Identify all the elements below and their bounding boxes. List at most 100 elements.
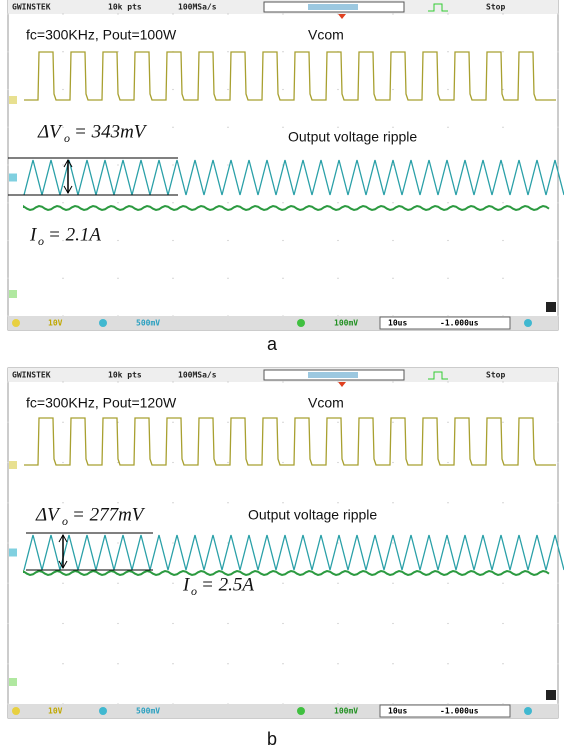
delta-value: = 343mV <box>74 121 148 142</box>
channel-label: Vcom <box>308 27 344 43</box>
grid-dot <box>282 89 283 90</box>
grid-dot <box>447 502 448 503</box>
grid-dot <box>172 663 173 664</box>
grid-dot <box>7 240 8 241</box>
grid-dot <box>7 278 8 279</box>
grid-dot <box>392 663 393 664</box>
grid-dot <box>117 663 118 664</box>
grid-dot <box>172 502 173 503</box>
grid-dot <box>502 13 503 14</box>
grid-dot <box>557 623 558 624</box>
grid-dot <box>172 381 173 382</box>
grid-dot <box>447 240 448 241</box>
grid-dot <box>282 381 283 382</box>
grid-dot <box>337 89 338 90</box>
grid-dot <box>227 381 228 382</box>
grid-dot <box>7 89 8 90</box>
grid-dot <box>447 623 448 624</box>
status: Stop <box>486 371 505 380</box>
ch4-scale: 100mV <box>334 319 358 328</box>
grid-dot <box>447 422 448 423</box>
delta-value: = 277mV <box>72 504 146 525</box>
ch1-scale: 10V <box>48 707 63 716</box>
grid-dot <box>447 663 448 664</box>
grid-dot <box>337 462 338 463</box>
timebase: 10us <box>388 707 407 716</box>
offset: -1.000us <box>440 319 479 328</box>
grid-dot <box>62 51 63 52</box>
grid-dot <box>282 51 283 52</box>
grid-dot <box>117 202 118 203</box>
grid-dot <box>117 542 118 543</box>
grid-dot <box>227 89 228 90</box>
grid-dot <box>502 583 503 584</box>
grid-dot <box>392 202 393 203</box>
grid-dot <box>227 663 228 664</box>
status: Stop <box>486 3 505 12</box>
grid-dot <box>392 583 393 584</box>
ch1-marker <box>9 461 17 469</box>
grid-dot <box>62 89 63 90</box>
grid-dot <box>337 381 338 382</box>
grid-dot <box>62 13 63 14</box>
grid-dot <box>557 422 558 423</box>
grid-dot <box>557 381 558 382</box>
grid-dot <box>7 202 8 203</box>
grid-dot <box>337 663 338 664</box>
grid-dot <box>7 164 8 165</box>
grid-dot <box>392 381 393 382</box>
grid-dot <box>447 462 448 463</box>
grid-dot <box>557 663 558 664</box>
grid-dot <box>447 583 448 584</box>
ch4-marker <box>9 678 17 686</box>
grid-dot <box>502 422 503 423</box>
grid-dot <box>282 240 283 241</box>
grid-dot <box>7 502 8 503</box>
grid-dot <box>502 89 503 90</box>
grid-dot <box>227 164 228 165</box>
grid-dot <box>172 542 173 543</box>
grid-dot <box>117 278 118 279</box>
grid-dot <box>392 13 393 14</box>
grid-dot <box>392 240 393 241</box>
grid-dot <box>62 278 63 279</box>
grid-dot <box>502 51 503 52</box>
grid-dot <box>7 542 8 543</box>
ch2-icon <box>99 319 107 327</box>
grid-dot <box>62 381 63 382</box>
grid-dot <box>172 89 173 90</box>
grid-dot <box>172 13 173 14</box>
grid-dot <box>7 127 8 128</box>
grid-dot <box>227 127 228 128</box>
ch4-icon <box>297 707 305 715</box>
grid-dot <box>62 422 63 423</box>
ch1-scale: 10V <box>48 319 63 328</box>
grid-dot <box>392 278 393 279</box>
grid-dot <box>62 462 63 463</box>
grid-dot <box>447 89 448 90</box>
grid-dot <box>502 502 503 503</box>
grid-dot <box>117 381 118 382</box>
grid-dot <box>502 663 503 664</box>
grid-dot <box>337 623 338 624</box>
caption: a <box>267 334 278 354</box>
grid-dot <box>117 502 118 503</box>
grid-dot <box>337 422 338 423</box>
ch4-marker <box>9 290 17 298</box>
rate: 100MSa/s <box>178 371 217 380</box>
current-value: = 2.1A <box>48 224 101 245</box>
grid-dot <box>117 13 118 14</box>
ch2-marker <box>9 174 17 182</box>
current-sub: o <box>38 234 44 248</box>
grid-dot <box>282 422 283 423</box>
grid-dot <box>282 502 283 503</box>
scope-panel: GWINSTEK10k pts100MSa/sStopfc=300KHz, Po… <box>7 0 564 330</box>
grid-dot <box>62 623 63 624</box>
f-marker <box>546 690 556 700</box>
ch1-icon <box>12 319 20 327</box>
rate: 100MSa/s <box>178 3 217 12</box>
ripple-label: Output voltage ripple <box>248 507 377 523</box>
grid-dot <box>447 13 448 14</box>
offset: -1.000us <box>440 707 479 716</box>
grid-dot <box>62 164 63 165</box>
